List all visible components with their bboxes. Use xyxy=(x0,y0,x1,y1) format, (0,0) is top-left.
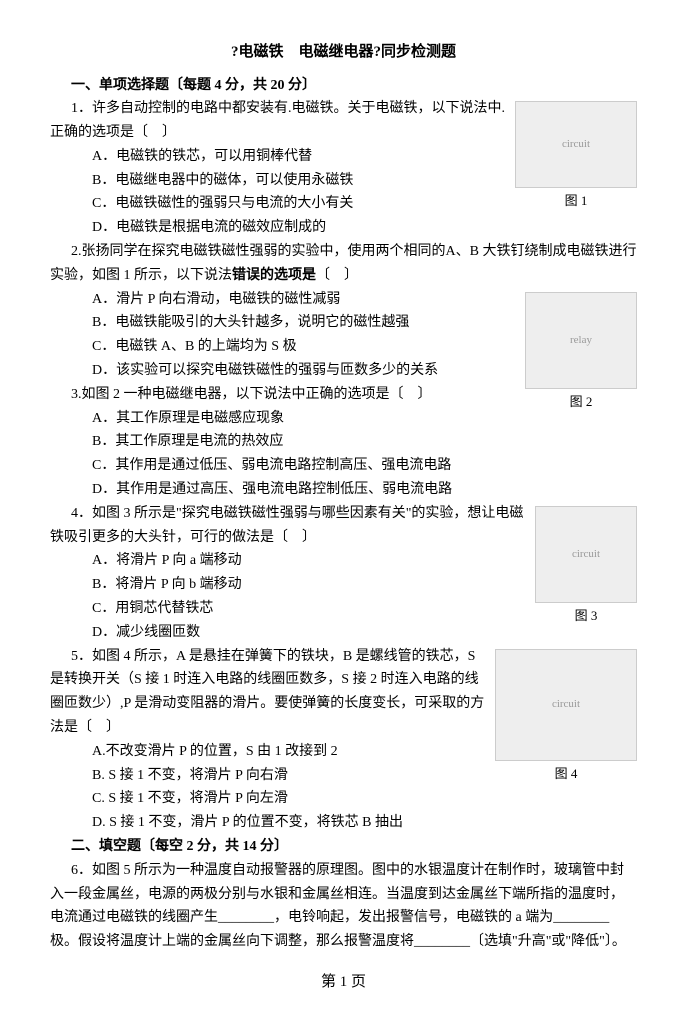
q1-option-d: D．电磁铁是根据电流的磁效应制成的 xyxy=(92,216,637,240)
q3-option-c: C．其作用是通过低压、弱电流电路控制高压、强电流电路 xyxy=(92,454,637,478)
section2-header: 二、填空题〔每空 2 分，共 14 分〕 xyxy=(50,835,637,859)
doc-title: ?电磁铁 电磁继电器?同步检测题 xyxy=(50,40,637,66)
q4-option-c: C．用铜芯代替铁芯 xyxy=(92,597,337,621)
figure-3-image: circuit xyxy=(535,506,637,603)
figure-1-image: circuit xyxy=(515,101,637,188)
q4-option-d: D．减少线圈匝数 xyxy=(92,621,337,645)
q4-option-a: A．将滑片 P 向 a 端移动 xyxy=(92,549,337,573)
q3-option-d: D．其作用是通过高压、强电流电路控制低压、弱电流电路 xyxy=(92,478,637,502)
figure-3-caption: 图 3 xyxy=(535,605,637,627)
figure-1: circuit 图 1 xyxy=(515,101,637,212)
figure-3: circuit 图 3 xyxy=(535,506,637,627)
q6-text: 6．如图 5 所示为一种温度自动报警器的原理图。图中的水银温度计在制作时，玻璃管… xyxy=(50,859,637,954)
figure-4-image: circuit xyxy=(495,649,637,761)
figure-2-caption: 图 2 xyxy=(525,391,637,413)
figure-4: circuit 图 4 xyxy=(495,649,637,785)
figure-1-caption: 图 1 xyxy=(515,190,637,212)
page-number: 第 1 页 xyxy=(50,970,637,996)
q5-option-c: C. S 接 1 不变，将滑片 P 向左滑 xyxy=(92,787,637,811)
q5-option-d: D. S 接 1 不变，滑片 P 的位置不变，将铁芯 B 抽出 xyxy=(92,811,637,835)
figure-2: relay 图 2 xyxy=(525,292,637,413)
figure-2-image: relay xyxy=(525,292,637,389)
q4-option-b: B．将滑片 P 向 b 端移动 xyxy=(92,573,337,597)
figure-4-caption: 图 4 xyxy=(495,763,637,785)
section1-header: 一、单项选择题〔每题 4 分，共 20 分〕 xyxy=(50,74,637,98)
q2-text: 2.张扬同学在探究电磁铁磁性强弱的实验中，使用两个相同的A、B 大铁钉绕制成电磁… xyxy=(50,240,637,288)
q2-text-bold: 错误的选项是 xyxy=(232,268,316,283)
q2-text-post: 〔 〕 xyxy=(316,268,358,283)
q3-option-b: B．其工作原理是电流的热效应 xyxy=(92,430,637,454)
